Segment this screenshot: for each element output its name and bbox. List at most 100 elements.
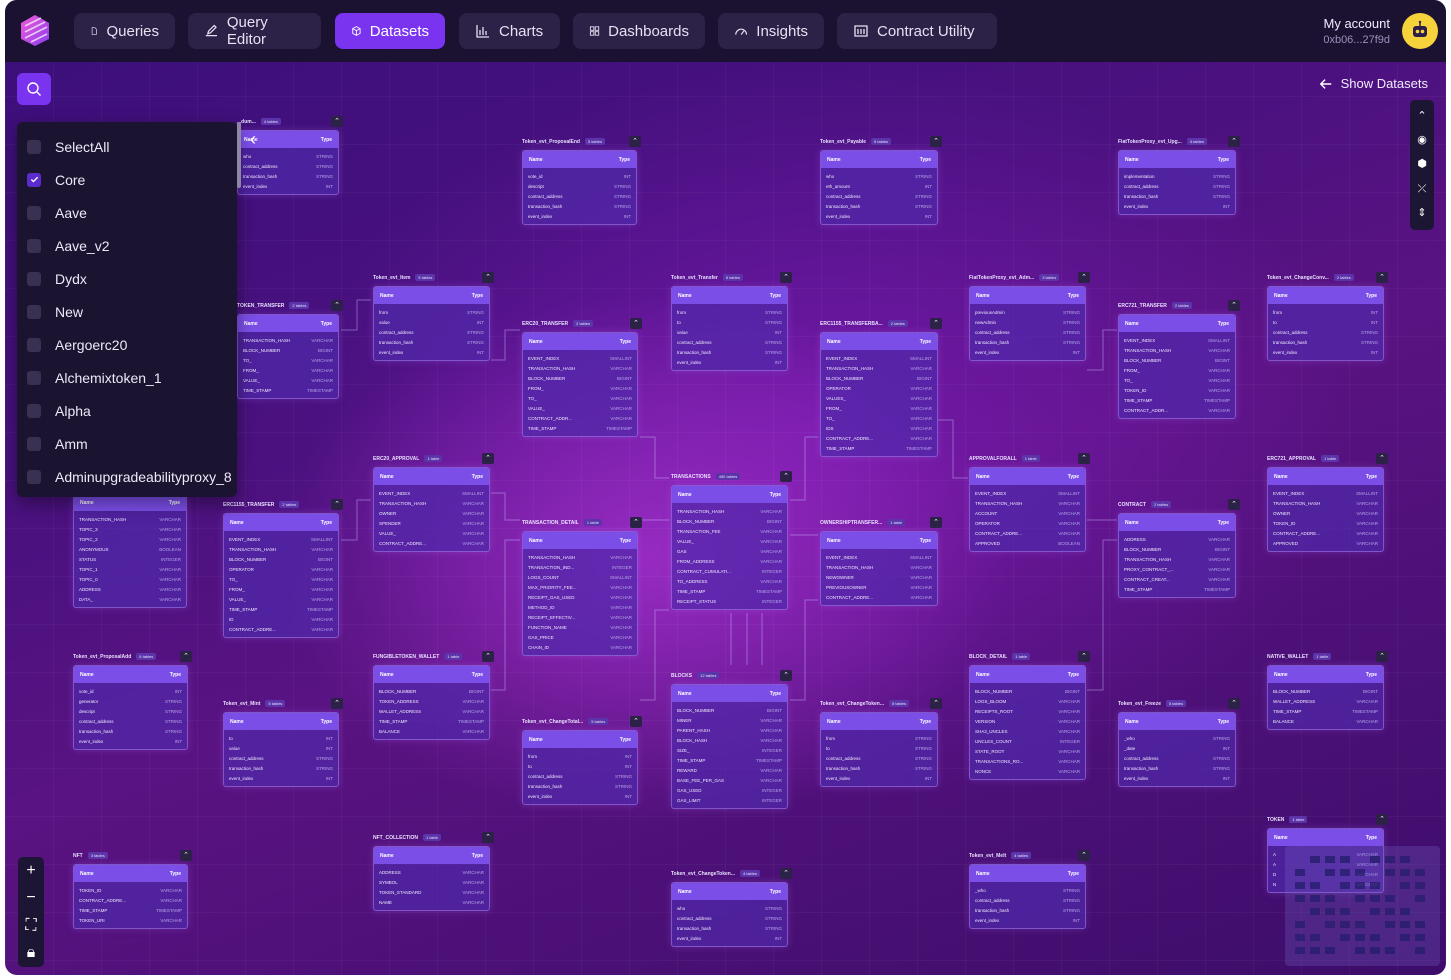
table-field-row[interactable]: BLOCK_NUMBER BIGINT	[1124, 355, 1230, 365]
table-field-row[interactable]: contract_address STRING	[975, 327, 1080, 337]
table-field-row[interactable]: GAS VARCHAR	[677, 546, 782, 556]
table-field-row[interactable]: SIZE_ INTEGER	[677, 745, 782, 755]
table-field-row[interactable]: event_index INT	[1124, 773, 1230, 783]
table-field-row[interactable]: event_index INT	[229, 773, 333, 783]
table-field-row[interactable]: contract_address STRING	[79, 716, 182, 726]
table-field-row[interactable]: SHA3_UNCLES VARCHAR	[975, 726, 1080, 736]
table-field-row[interactable]: RECEIPT_STATUS INTEGER	[677, 596, 782, 606]
dataset-table-card[interactable]: ERC20_APPROVAL 1 table ⌃ Name Type EVENT_INDE…	[373, 453, 494, 552]
table-field-row[interactable]: event_index INT	[975, 915, 1080, 925]
table-field-row[interactable]: OPERATOR VARCHAR	[975, 518, 1080, 528]
dataset-table-card[interactable]: NFT_COLLECTION 1 table ⌃ Name Type ADDRESS VAR…	[373, 832, 494, 911]
checkbox-icon[interactable]	[27, 271, 41, 286]
dataset-table-card[interactable]: TOKEN_TRANSFER 2 tables ⌃ Name Type TRANSACTI…	[237, 300, 343, 399]
dataset-table-card[interactable]: Token_evt_Freeze 5 tables ⌃ Name Type _who STR…	[1118, 698, 1240, 787]
table-field-row[interactable]: who STRING	[677, 903, 782, 913]
table-field-row[interactable]: TRANSACTION_HASH VARCHAR	[677, 506, 782, 516]
table-field-row[interactable]: who STRING	[243, 151, 333, 161]
table-field-row[interactable]: BLOCK_NUMBER BIGINT	[229, 554, 333, 564]
table-field-row[interactable]: CONTRACT_CUMULATI... INTEGER	[677, 566, 782, 576]
chevron-up-icon[interactable]: ⌃	[930, 136, 942, 147]
filter-item[interactable]: Aave_v2	[17, 229, 237, 262]
table-field-row[interactable]: CONTRACT_ADDRE... VARCHAR	[1273, 528, 1378, 538]
table-field-row[interactable]: METHOD_ID VARCHAR	[528, 602, 632, 612]
chevron-up-icon[interactable]: ⌃	[331, 698, 343, 709]
checkbox-checked-icon[interactable]	[27, 172, 41, 187]
table-field-row[interactable]: from STRING	[379, 307, 484, 317]
dataset-table-card[interactable]: TRANSACTION_DETAIL 1 table ⌃ Name Type TRANSA…	[522, 517, 642, 656]
table-field-row[interactable]: FROM_ VARCHAR	[243, 365, 333, 375]
table-field-row[interactable]: CHAIN_ID VARCHAR	[528, 642, 632, 652]
table-field-row[interactable]: GAS_LIMIT INTEGER	[677, 795, 782, 805]
zoom-in-icon[interactable]: +	[26, 861, 36, 879]
table-field-row[interactable]: descript STRING	[79, 706, 182, 716]
table-field-row[interactable]: VALUE_ VARCHAR	[677, 536, 782, 546]
table-field-row[interactable]: transaction_hash STRING	[975, 905, 1080, 915]
dataset-table-card[interactable]: ERC1155_TRANSFER 2 tables ⌃ Name Type EVENT_I…	[223, 499, 343, 638]
dataset-table-card[interactable]: Token_evt_ProposalAdd 6 tables ⌃ Name Type vo…	[73, 651, 192, 750]
table-field-row[interactable]: BLOCK_NUMBER BIGINT	[1124, 544, 1230, 554]
table-field-row[interactable]: TRANSACTION_HASH VARCHAR	[379, 498, 484, 508]
table-field-row[interactable]: VALUE_ VARCHAR	[243, 375, 333, 385]
table-field-row[interactable]: contract_address STRING	[379, 327, 484, 337]
table-field-row[interactable]: TIME_STAMP TIMESTAMP	[1124, 395, 1230, 405]
table-field-row[interactable]: OWNER VARCHAR	[1273, 508, 1378, 518]
table-field-row[interactable]: newAdmin STRING	[975, 317, 1080, 327]
table-field-row[interactable]: from STRING	[677, 307, 782, 317]
table-field-row[interactable]: transaction_hash STRING	[528, 201, 631, 211]
dataset-table-card[interactable]: FiatTokenProxy_evt_Adm... 3 tables ⌃ Name Ty…	[969, 272, 1090, 361]
table-field-row[interactable]: TOKEN_ID VARCHAR	[1273, 518, 1378, 528]
chevron-up-icon[interactable]: ⌃	[482, 272, 494, 283]
table-field-row[interactable]: vote_id INT	[79, 686, 182, 696]
dataset-table-card[interactable]: NFT 3 tables ⌃ Name Type TOKEN_ID VARCHAR CONTR…	[73, 850, 192, 929]
table-field-row[interactable]: CONTRACT_ADDRE... VARCHAR	[826, 592, 932, 602]
tab-query-editor[interactable]: Query Editor	[188, 13, 321, 49]
filter-item[interactable]: Dydx	[17, 262, 237, 295]
table-field-row[interactable]: TIME_STAMP TIMESTAMP	[826, 443, 932, 453]
table-field-row[interactable]: TRANSACTION_HASH VARCHAR	[528, 363, 632, 373]
table-field-row[interactable]: transaction_hash STRING	[826, 763, 932, 773]
search-button[interactable]	[17, 73, 51, 105]
dataset-table-card[interactable]: Token_evt_ChangeToken... 5 tables ⌃ Name Typ…	[820, 698, 942, 787]
table-field-row[interactable]: WALLET_ADDRESS VARCHAR	[1273, 696, 1378, 706]
table-field-row[interactable]: TRANSACTION_HASH VARCHAR	[528, 552, 632, 562]
table-field-row[interactable]: value INT	[677, 327, 782, 337]
table-field-row[interactable]: transaction_hash STRING	[79, 726, 182, 736]
table-field-row[interactable]: _date INT	[1124, 743, 1230, 753]
chevron-up-icon[interactable]: ⌃	[1078, 850, 1090, 861]
table-field-row[interactable]: TRANSACTION_HASH VARCHAR	[826, 562, 932, 572]
table-field-row[interactable]: contract_address STRING	[528, 191, 631, 201]
chevron-up-icon[interactable]: ⌃	[629, 136, 641, 147]
chevron-up-icon[interactable]: ⌃	[630, 716, 642, 727]
table-field-row[interactable]: BLOCK_NUMBER BIGINT	[677, 705, 782, 715]
tab-dashboards[interactable]: Dashboards	[573, 13, 705, 49]
layout-icon[interactable]: ⬢	[1417, 158, 1427, 171]
table-field-row[interactable]: BLOCK_NUMBER BIGINT	[528, 373, 632, 383]
filter-scrollbar[interactable]	[237, 122, 241, 188]
table-field-row[interactable]: TO_ VARCHAR	[1124, 375, 1230, 385]
table-field-row[interactable]: EVENT_INDEX SMALLINT	[826, 552, 932, 562]
table-field-row[interactable]: ADDRESS VARCHAR	[379, 867, 484, 877]
table-field-row[interactable]: DATA_ VARCHAR	[79, 594, 181, 604]
table-field-row[interactable]: event_index INT	[528, 791, 632, 801]
dataset-table-card[interactable]: ERC20_TRANSFER 2 tables ⌃ Name Type EVENT_IND…	[522, 318, 642, 437]
dataset-table-card[interactable]: APPROVALFORALL 1 table ⌃ Name Type EVENT_INDE…	[969, 453, 1090, 552]
table-field-row[interactable]: ADDRESS VARCHAR	[1124, 534, 1230, 544]
table-field-row[interactable]: UNCLES_COUNT INTEGER	[975, 736, 1080, 746]
chevron-up-icon[interactable]: ⌃	[1376, 272, 1388, 283]
table-field-row[interactable]: TIME_STAMP TIMESTAMP	[677, 586, 782, 596]
filter-item[interactable]: New	[17, 295, 237, 328]
table-field-row[interactable]: event_index INT	[1273, 347, 1378, 357]
table-field-row[interactable]: ID VARCHAR	[229, 614, 333, 624]
table-field-row[interactable]: TRANSACTION_FEE VARCHAR	[677, 526, 782, 536]
app-logo[interactable]	[17, 12, 53, 48]
target-icon[interactable]: ◉	[1417, 134, 1427, 147]
dataset-table-card[interactable]: Token_evt_ChangeConv... 2 tables ⌃ Name Type…	[1267, 272, 1388, 361]
table-field-row[interactable]: to INT	[528, 761, 632, 771]
table-field-row[interactable]: transaction_hash STRING	[528, 781, 632, 791]
chevron-up-icon[interactable]: ⌃	[482, 651, 494, 662]
show-datasets-button[interactable]: Show Datasets	[1319, 76, 1428, 91]
table-field-row[interactable]: IDS VARCHAR	[826, 423, 932, 433]
filter-item[interactable]: Adminupgradeabilityproxy_8	[17, 460, 237, 493]
table-field-row[interactable]: VALUE_ VARCHAR	[379, 528, 484, 538]
